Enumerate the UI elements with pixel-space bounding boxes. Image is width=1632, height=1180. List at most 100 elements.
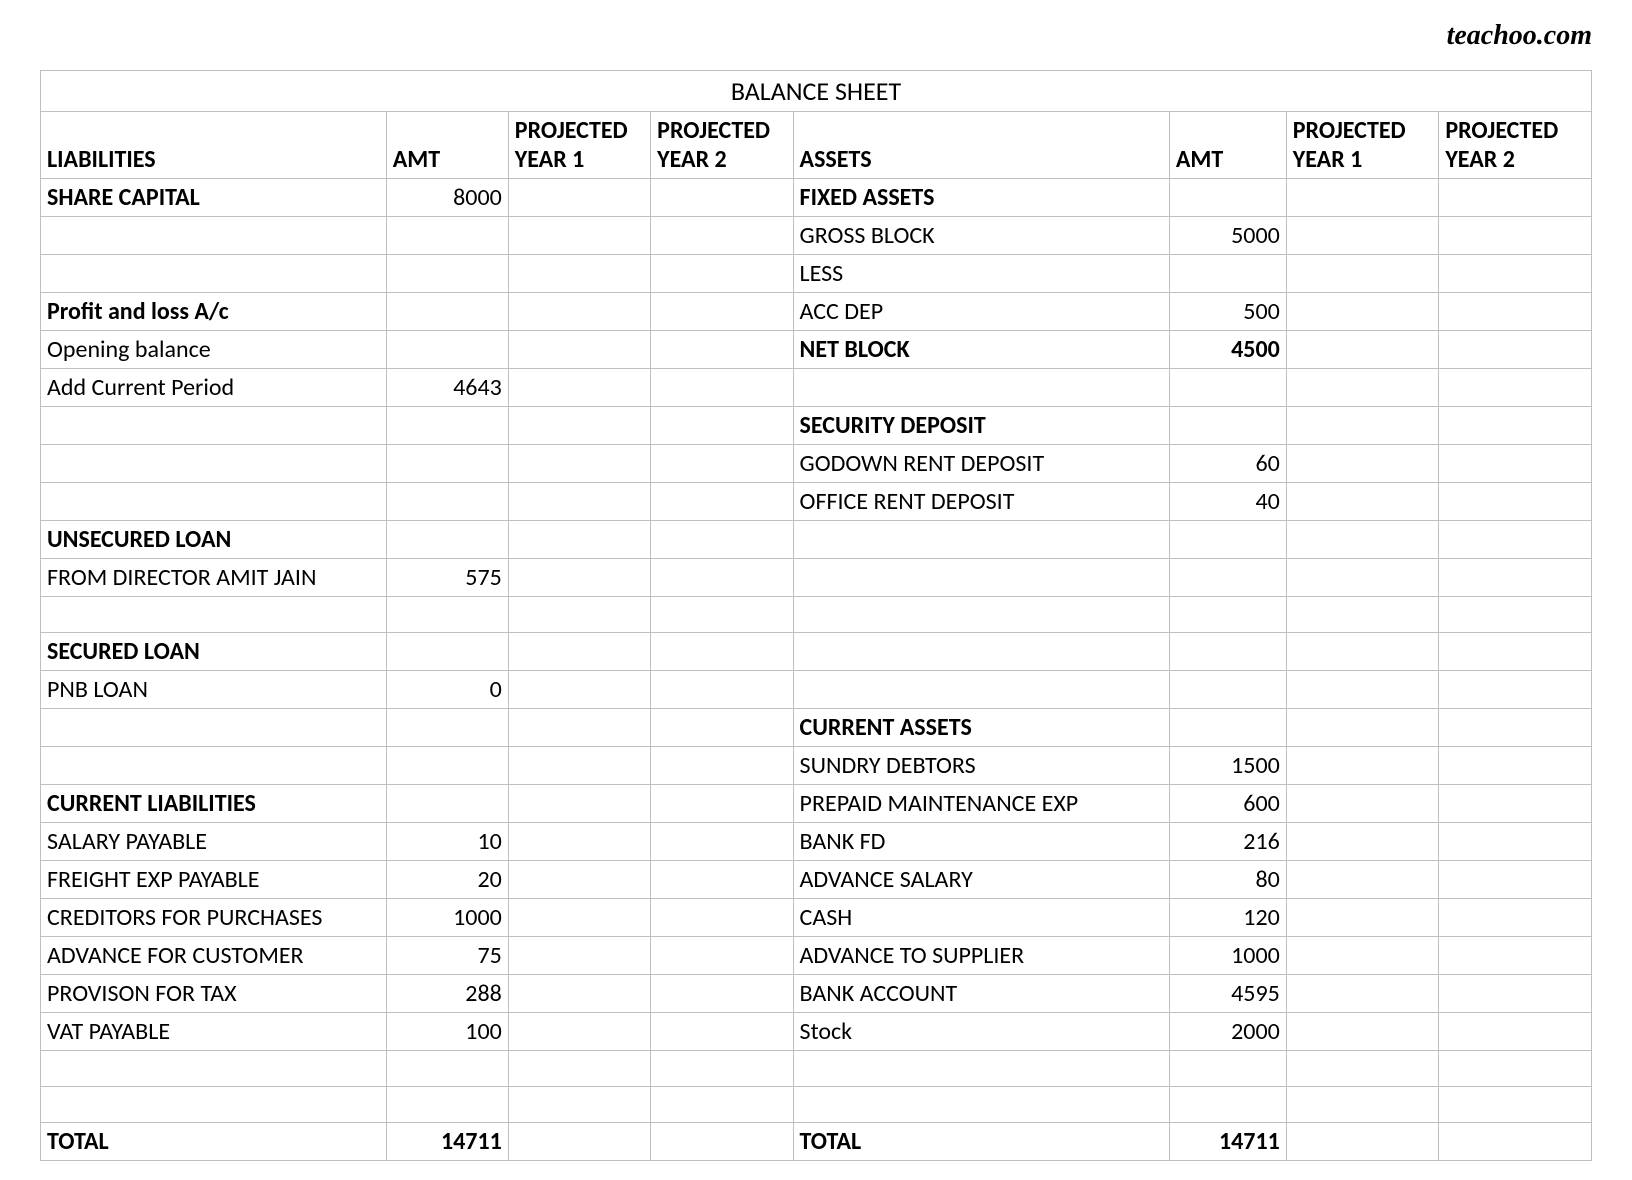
table-cell (1286, 709, 1439, 747)
table-cell (1439, 899, 1592, 937)
table-cell (508, 217, 650, 255)
table-cell: 500 (1169, 293, 1286, 331)
table-cell: Opening balance (41, 331, 387, 369)
table-cell (651, 1123, 793, 1161)
table-cell (793, 671, 1169, 709)
table-cell (1286, 483, 1439, 521)
table-cell (1286, 785, 1439, 823)
table-cell (651, 293, 793, 331)
table-cell: PNB LOAN (41, 671, 387, 709)
table-cell: ADVANCE FOR CUSTOMER (41, 937, 387, 975)
table-cell (1439, 445, 1592, 483)
table-cell (1439, 747, 1592, 785)
table-cell: 5000 (1169, 217, 1286, 255)
col-asset-py2: PROJECTED YEAR 2 (1439, 112, 1592, 179)
table-cell (508, 559, 650, 597)
table-row: PROVISON FOR TAX288BANK ACCOUNT4595 (41, 975, 1592, 1013)
table-cell (793, 1087, 1169, 1123)
table-cell (1439, 823, 1592, 861)
table-cell: 8000 (386, 179, 508, 217)
table-row: SUNDRY DEBTORS1500 (41, 747, 1592, 785)
table-cell (386, 709, 508, 747)
table-cell (1169, 407, 1286, 445)
table-cell: 4500 (1169, 331, 1286, 369)
table-cell: 600 (1169, 785, 1286, 823)
table-cell (1439, 861, 1592, 899)
table-cell: 60 (1169, 445, 1286, 483)
table-cell (1439, 633, 1592, 671)
table-cell (1286, 1051, 1439, 1087)
table-cell (651, 521, 793, 559)
table-row: GODOWN RENT DEPOSIT60 (41, 445, 1592, 483)
table-cell (1169, 521, 1286, 559)
table-cell (386, 633, 508, 671)
table-cell (1439, 671, 1592, 709)
table-cell (1439, 407, 1592, 445)
table-cell (651, 937, 793, 975)
table-cell (508, 255, 650, 293)
table-cell (1439, 255, 1592, 293)
table-cell (1286, 861, 1439, 899)
table-cell (386, 483, 508, 521)
table-row: SECURITY DEPOSIT (41, 407, 1592, 445)
table-cell (1286, 217, 1439, 255)
table-cell: BANK ACCOUNT (793, 975, 1169, 1013)
table-cell (1439, 293, 1592, 331)
table-cell (1286, 521, 1439, 559)
table-cell (651, 1087, 793, 1123)
table-cell (651, 445, 793, 483)
table-cell (508, 709, 650, 747)
table-cell (1286, 179, 1439, 217)
table-cell: FROM DIRECTOR AMIT JAIN (41, 559, 387, 597)
table-cell (508, 407, 650, 445)
table-cell: 2000 (1169, 1013, 1286, 1051)
table-cell (508, 293, 650, 331)
table-cell: 40 (1169, 483, 1286, 521)
table-cell (793, 633, 1169, 671)
table-cell (1169, 633, 1286, 671)
table-cell: UNSECURED LOAN (41, 521, 387, 559)
table-cell: 120 (1169, 899, 1286, 937)
table-cell (1439, 179, 1592, 217)
table-cell (651, 331, 793, 369)
header-row: LIABILITIES AMT PROJECTED YEAR 1 PROJECT… (41, 112, 1592, 179)
table-cell: Add Current Period (41, 369, 387, 407)
table-cell (651, 785, 793, 823)
table-cell: GODOWN RENT DEPOSIT (793, 445, 1169, 483)
table-cell (793, 1051, 1169, 1087)
col-asset-amt: AMT (1169, 112, 1286, 179)
table-cell: 575 (386, 559, 508, 597)
table-cell (1439, 217, 1592, 255)
table-cell: SALARY PAYABLE (41, 823, 387, 861)
table-cell (1439, 785, 1592, 823)
table-cell (1286, 597, 1439, 633)
table-cell: ADVANCE SALARY (793, 861, 1169, 899)
table-cell (1439, 937, 1592, 975)
table-row: CREDITORS FOR PURCHASES1000CASH120 (41, 899, 1592, 937)
col-liab-py1: PROJECTED YEAR 1 (508, 112, 650, 179)
table-cell (41, 217, 387, 255)
table-cell (41, 709, 387, 747)
table-cell: Profit and loss A/c (41, 293, 387, 331)
table-cell: CURRENT ASSETS (793, 709, 1169, 747)
table-cell: CASH (793, 899, 1169, 937)
table-cell: ACC DEP (793, 293, 1169, 331)
table-cell (508, 633, 650, 671)
table-cell (651, 747, 793, 785)
table-cell (1439, 1051, 1592, 1087)
table-row: PNB LOAN0 (41, 671, 1592, 709)
table-row: FREIGHT EXP PAYABLE20ADVANCE SALARY80 (41, 861, 1592, 899)
table-cell: 100 (386, 1013, 508, 1051)
table-cell (386, 1051, 508, 1087)
table-row: CURRENT LIABILITIESPREPAID MAINTENANCE E… (41, 785, 1592, 823)
table-cell (508, 1051, 650, 1087)
table-cell (793, 559, 1169, 597)
table-cell (1439, 1123, 1592, 1161)
table-cell (1439, 1013, 1592, 1051)
table-cell (1169, 1051, 1286, 1087)
table-cell (508, 1123, 650, 1161)
table-cell: FIXED ASSETS (793, 179, 1169, 217)
table-cell (1286, 671, 1439, 709)
table-cell (508, 1013, 650, 1051)
col-assets: ASSETS (793, 112, 1169, 179)
